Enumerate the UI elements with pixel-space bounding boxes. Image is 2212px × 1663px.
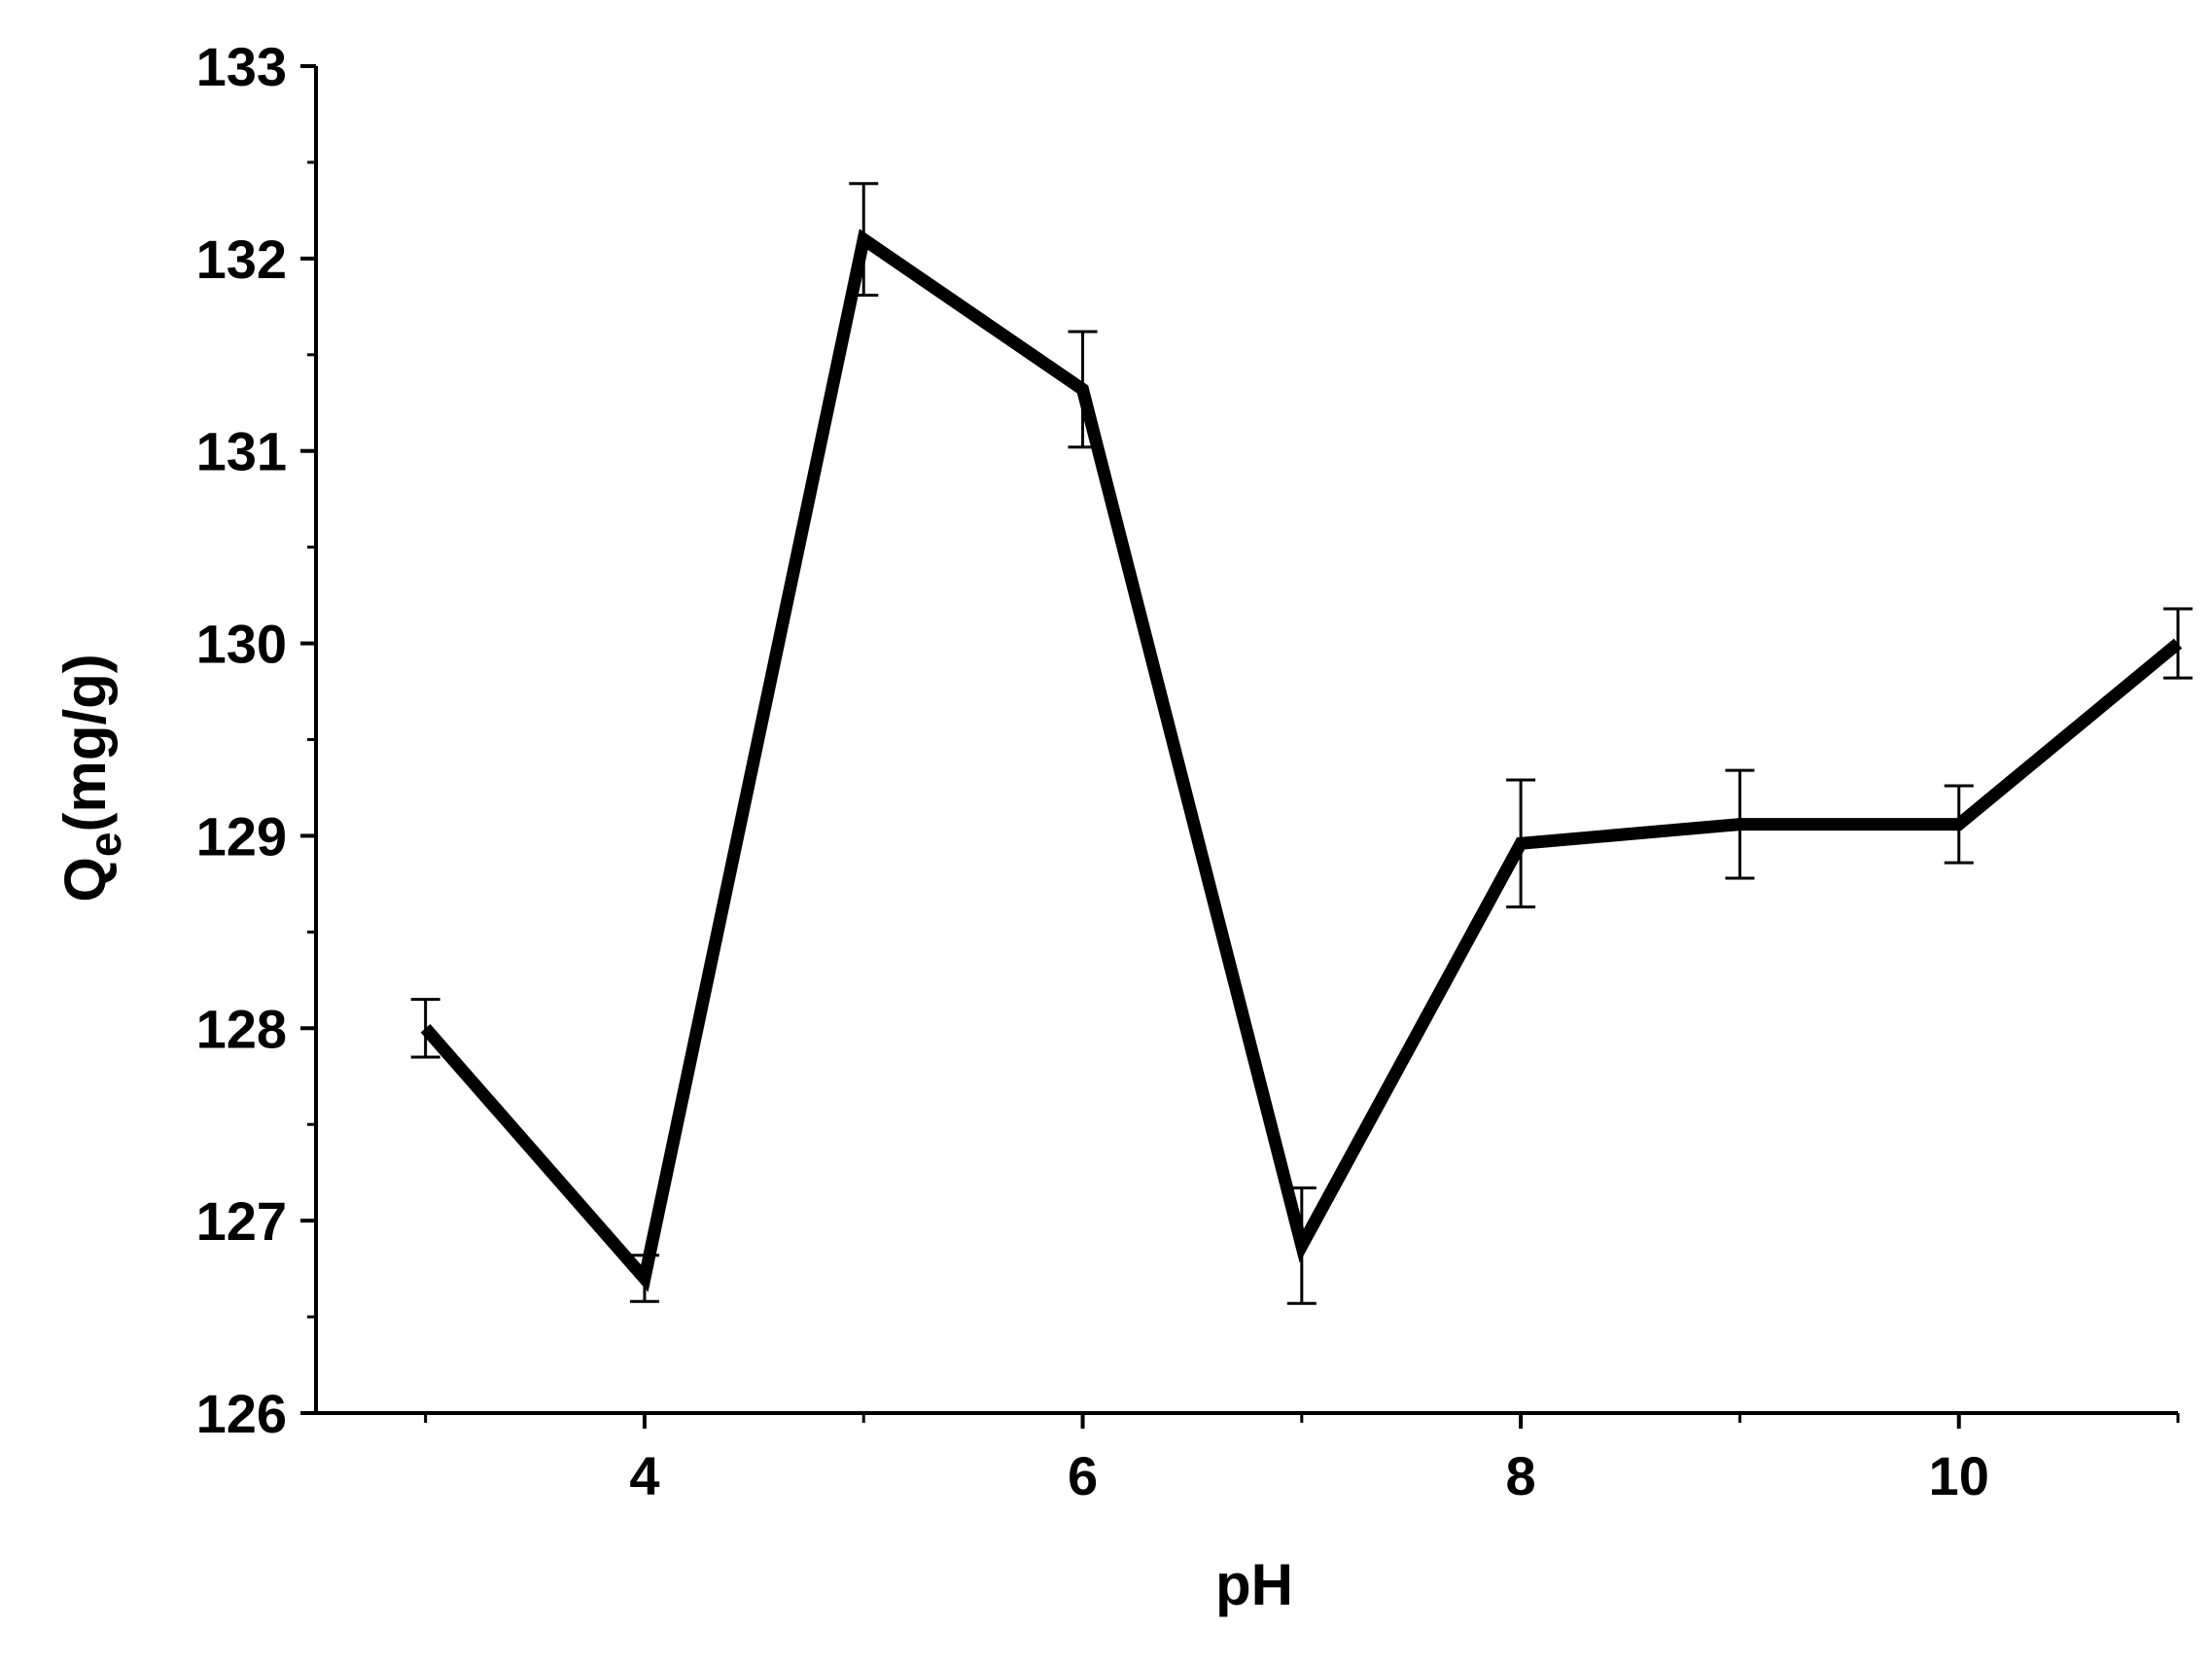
y-tick-label-131: 131 bbox=[196, 421, 287, 482]
y-tick-label-130: 130 bbox=[196, 614, 287, 675]
y-tick-label-132: 132 bbox=[196, 229, 287, 290]
x-axis-title: pH bbox=[1215, 1552, 1293, 1617]
y-axis-title-unit: (mg/g) bbox=[53, 654, 118, 832]
tick-labels: 126 127 128 129 130 131 132 133 4 6 8 10 bbox=[196, 36, 1989, 1506]
ticks bbox=[300, 64, 2180, 1429]
x-tick-label-10: 10 bbox=[1929, 1445, 1989, 1506]
y-tick-label-128: 128 bbox=[196, 998, 287, 1059]
y-axis-title-subscript: e bbox=[80, 832, 130, 858]
y-tick-label-126: 126 bbox=[196, 1383, 287, 1444]
x-tick-label-6: 6 bbox=[1068, 1445, 1098, 1506]
y-tick-label-133: 133 bbox=[196, 36, 287, 97]
series-line bbox=[420, 229, 2183, 1292]
y-axis-title: Qe(mg/g) bbox=[53, 654, 130, 902]
x-tick-label-8: 8 bbox=[1506, 1445, 1536, 1506]
y-tick-label-129: 129 bbox=[196, 805, 287, 867]
y-tick-label-127: 127 bbox=[196, 1190, 287, 1252]
error-bar-ph-11 bbox=[2163, 607, 2193, 680]
y-axis-title-main: Q bbox=[53, 857, 118, 902]
x-tick-label-4: 4 bbox=[629, 1445, 659, 1506]
